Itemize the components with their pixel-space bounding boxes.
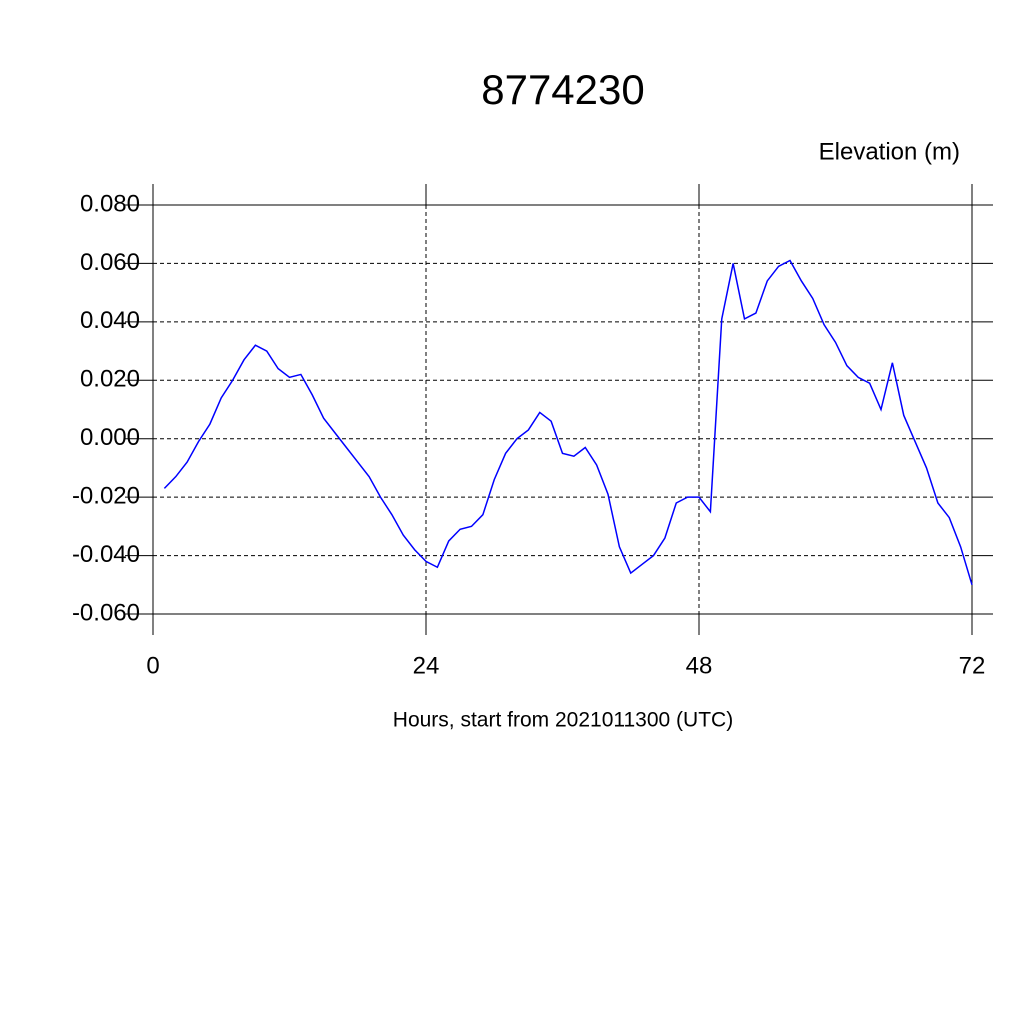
x-axis-label: Hours, start from 2021011300 (UTC) — [393, 709, 733, 732]
plot-frame — [152, 204, 973, 615]
x-tick-label: 24 — [413, 652, 440, 679]
x-tick-label: 0 — [146, 652, 159, 679]
y-tick-label: -0.040 — [72, 541, 140, 568]
y-tick-label: 0.020 — [80, 366, 140, 393]
x-tick-label: 48 — [686, 652, 713, 679]
y-tick-label: 0.040 — [80, 307, 140, 334]
y-tick-label: -0.060 — [72, 599, 140, 626]
y-tick-label: -0.020 — [72, 482, 140, 509]
y-tick-label: 0.080 — [80, 190, 140, 217]
data-line — [163, 259, 973, 586]
y-axis-label: Elevation (m) — [819, 138, 960, 165]
y-tick-label: 0.060 — [80, 249, 140, 276]
y-tick-label: 0.000 — [80, 424, 140, 451]
x-tick-label: 72 — [959, 652, 986, 679]
chart-title: 8774230 — [481, 66, 645, 113]
